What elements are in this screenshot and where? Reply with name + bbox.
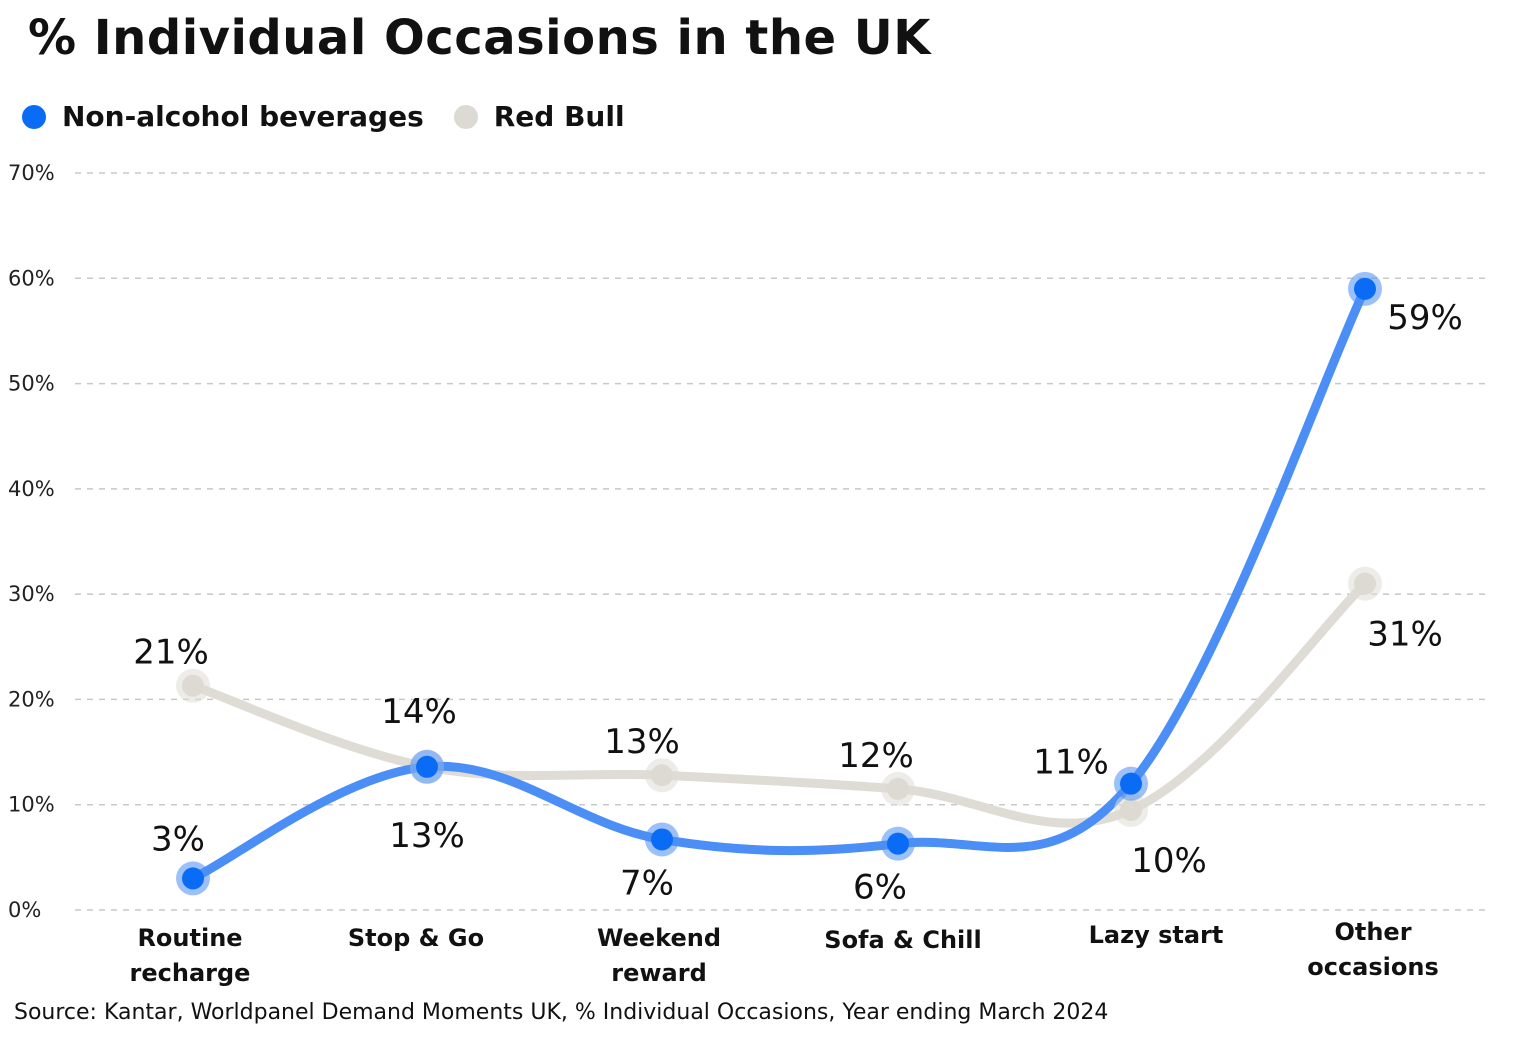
y-tick-label: 70% [8,161,55,185]
y-tick-label: 40% [8,477,55,501]
x-category-label: Sofa & Chill [824,926,981,954]
y-tick-label: 10% [8,793,55,817]
legend-item-red-bull: Red Bull [453,100,625,133]
legend: Non-alcohol beverages Red Bull [22,100,655,133]
data-point-non-alcohol [645,822,679,857]
legend-item-non-alcohol: Non-alcohol beverages [22,100,424,133]
y-tick-label: 60% [8,266,55,290]
data-label-non-alcohol: 6% [853,868,907,908]
source-note: Source: Kantar, Worldpanel Demand Moment… [14,1000,1109,1025]
y-tick-label: 0% [8,898,41,922]
data-label-red-bull: 14% [381,692,457,732]
data-point-red-bull [881,771,915,806]
data-label-red-bull: 21% [133,633,209,673]
data-label-non-alcohol: 59% [1387,298,1463,338]
data-point-red-bull [176,668,210,703]
y-tick-label: 50% [8,372,55,396]
chart-title: % Individual Occasions in the UK [28,10,931,66]
legend-dot-red-bull [453,104,478,129]
series-line-non-alcohol [188,284,1370,883]
data-point-non-alcohol [881,826,915,861]
legend-label-red-bull: Red Bull [493,100,625,133]
x-category-label: Stop & Go [348,924,484,952]
data-point-red-bull [1348,566,1382,601]
y-tick-label: 20% [8,687,55,711]
series-line-red-bull [188,579,1370,828]
data-label-red-bull: 12% [838,736,914,776]
data-label-red-bull: 13% [604,722,680,762]
data-label-non-alcohol: 11% [1033,743,1109,783]
data-point-non-alcohol [176,861,210,896]
data-point-red-bull [645,758,679,793]
x-category-label: Weekend reward [597,924,721,987]
data-label-non-alcohol: 3% [151,819,205,859]
data-point-non-alcohol [1114,766,1148,801]
data-label-non-alcohol: 13% [389,816,465,856]
y-tick-label: 30% [8,582,55,606]
legend-dot-non-alcohol [22,104,46,129]
data-label-red-bull: 10% [1131,841,1207,881]
data-point-red-bull [1114,792,1148,827]
x-category-label: Other occasions [1307,918,1439,981]
x-category-label: Lazy start [1089,921,1224,949]
x-category-label: Routine recharge [130,924,251,987]
data-label-red-bull: 31% [1367,615,1443,655]
data-point-non-alcohol [1348,271,1382,306]
legend-label-non-alcohol: Non-alcohol beverages [62,100,424,133]
data-label-non-alcohol: 7% [620,863,674,903]
data-point-non-alcohol [410,749,444,784]
